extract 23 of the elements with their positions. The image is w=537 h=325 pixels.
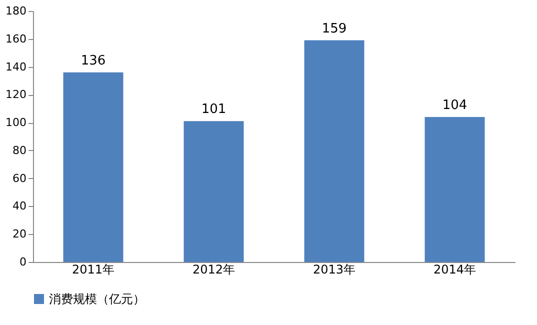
- x-tick-label: 2012年: [192, 262, 236, 276]
- bar: [184, 121, 244, 262]
- y-tick-label: 20: [12, 228, 26, 241]
- data-label: 136: [80, 53, 106, 68]
- x-tick-label: 2013年: [312, 262, 356, 276]
- data-label: 104: [442, 98, 468, 113]
- y-tick-label: 0: [20, 256, 26, 268]
- y-tick-label: 40: [12, 200, 26, 213]
- bar: [304, 40, 364, 262]
- data-label: 101: [201, 102, 226, 118]
- bar: [63, 72, 124, 262]
- x-tick-label: 2014年: [433, 262, 476, 276]
- y-tick-label: 100: [6, 116, 26, 130]
- y-tick-label: 60: [12, 172, 26, 185]
- y-tick-label: 120: [6, 88, 26, 102]
- y-tick-label: 140: [6, 60, 26, 74]
- y-tick-label: 180: [6, 4, 26, 18]
- data-label: 159: [322, 21, 347, 36]
- y-tick-label: 80: [12, 144, 26, 157]
- y-tick-label: 160: [6, 32, 26, 46]
- bar: [424, 116, 485, 262]
- x-tick-label: 2011年: [72, 262, 115, 276]
- legend-label: 消费规模（亿元）: [49, 292, 145, 306]
